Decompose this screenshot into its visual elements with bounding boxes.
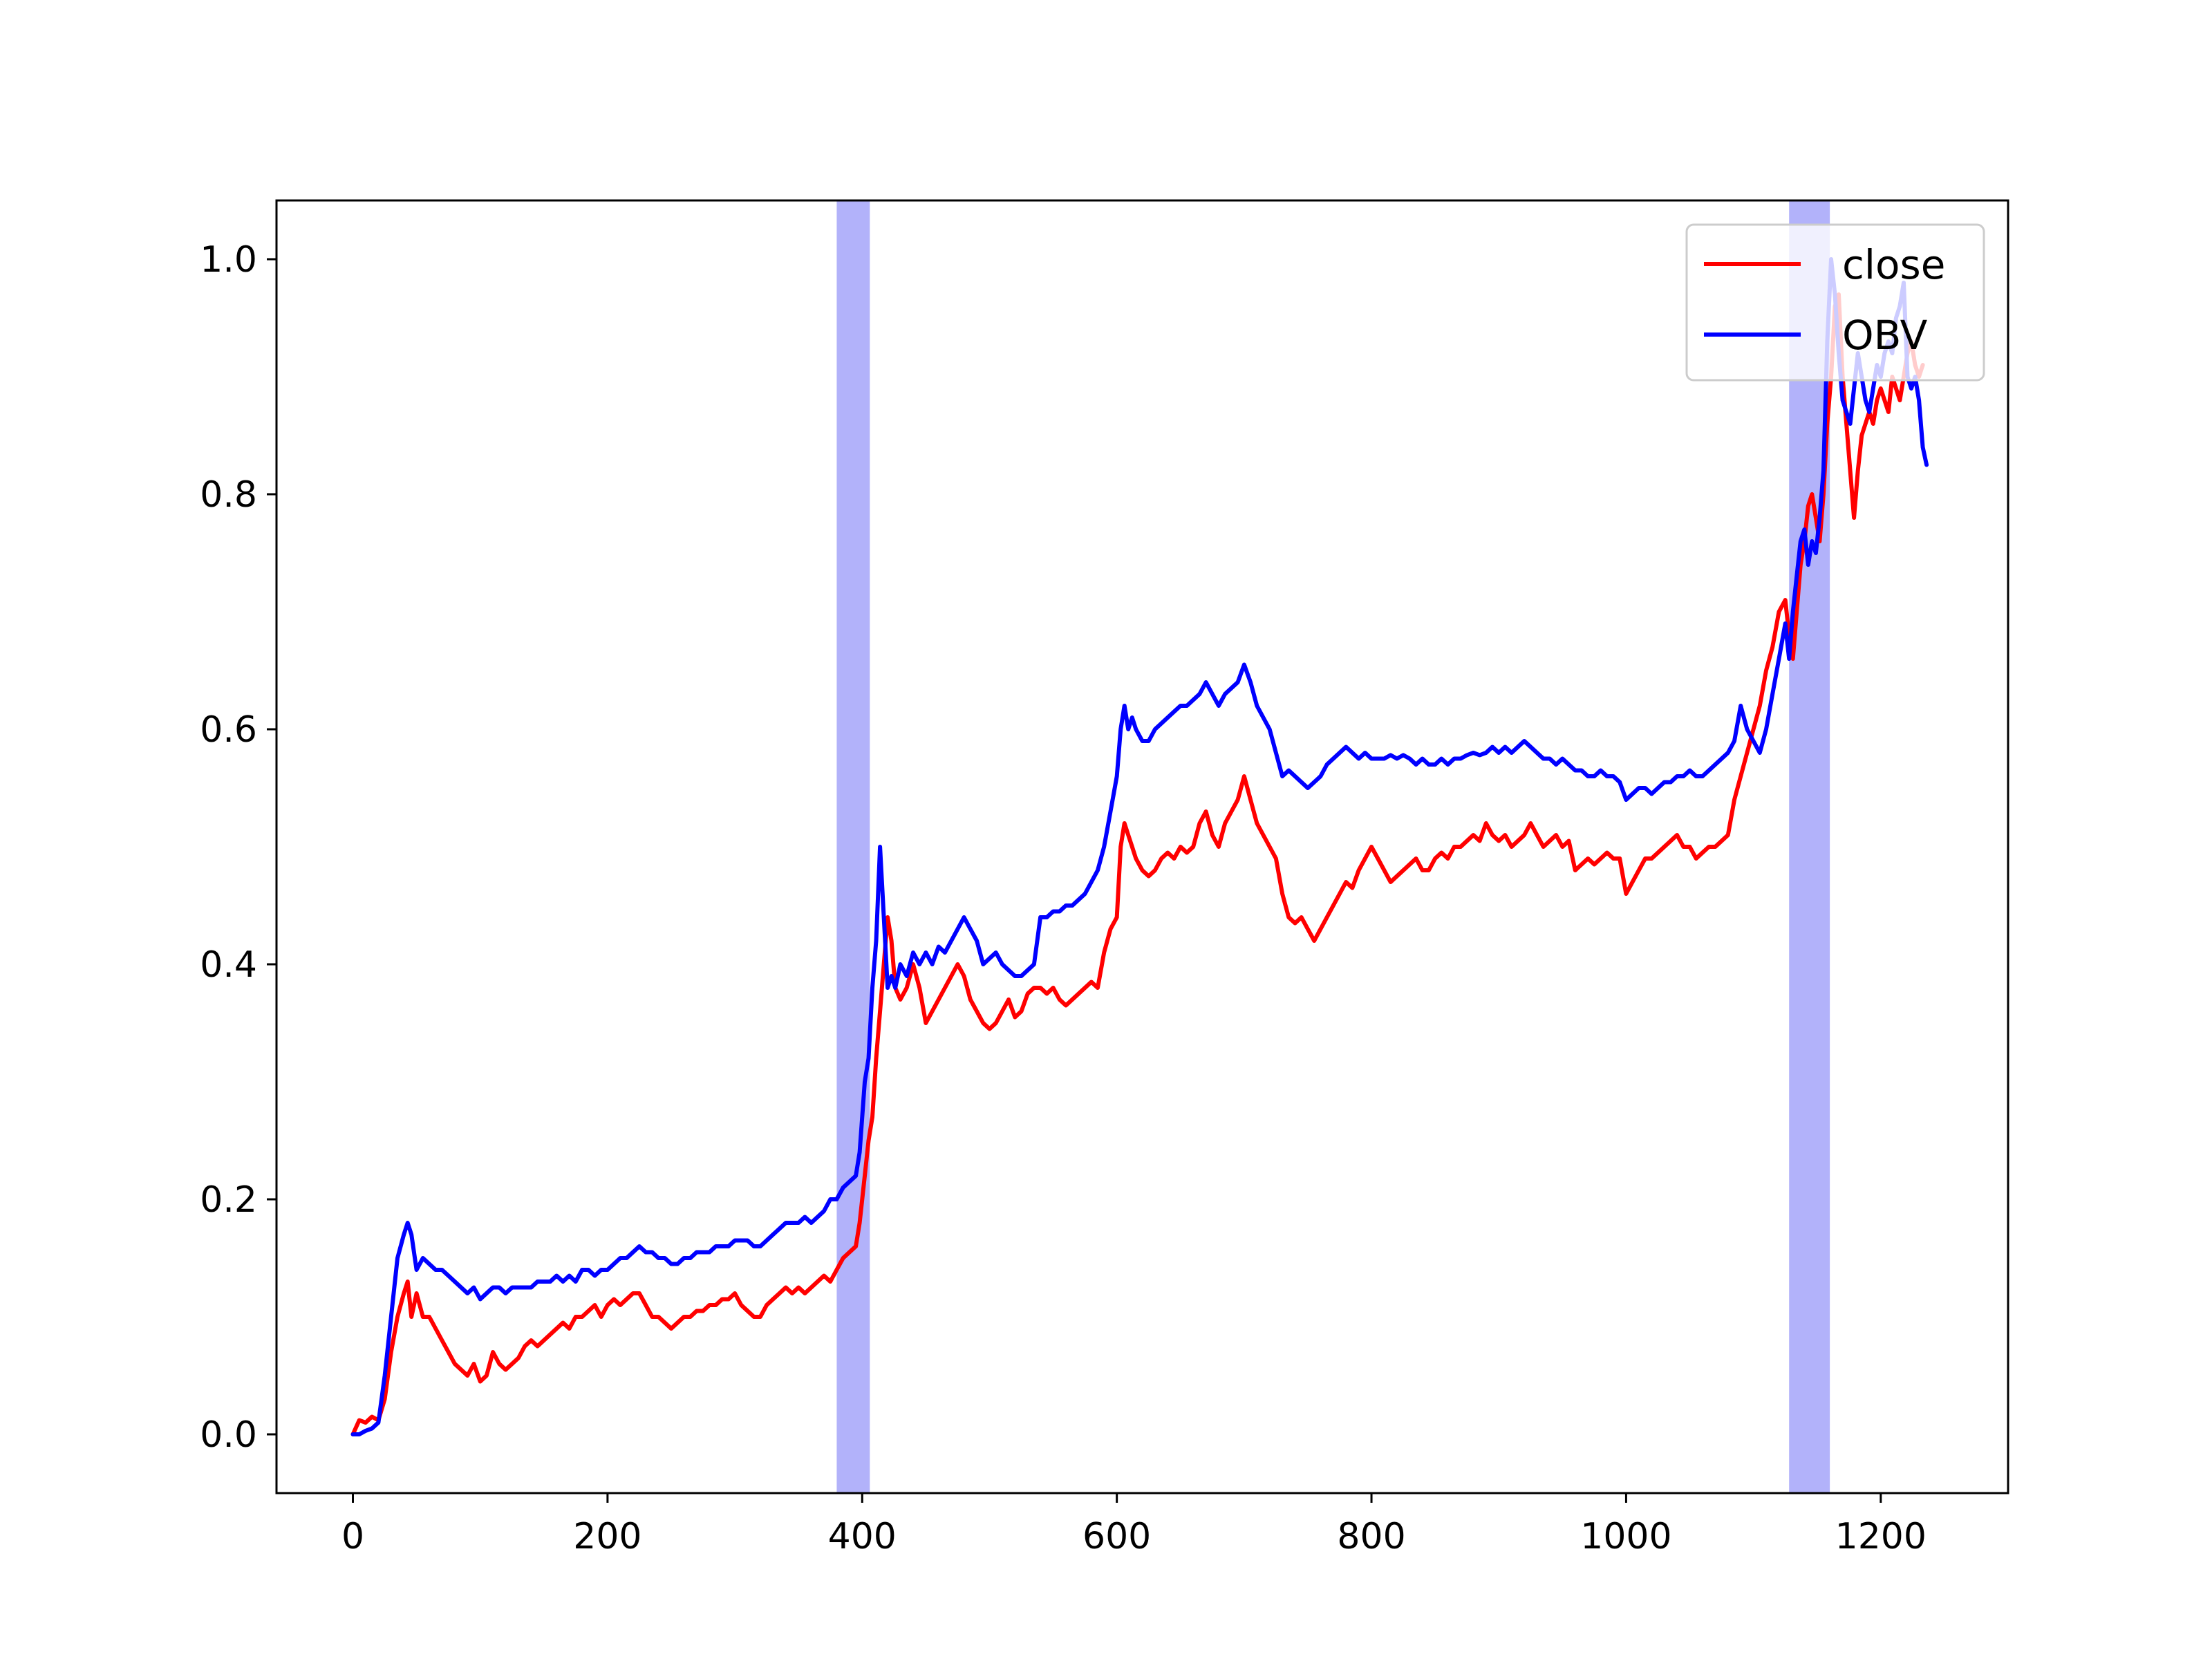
series-line-close	[350, 292, 1925, 1436]
x-tick-label: 400	[828, 1516, 897, 1557]
y-tick-label: 0.6	[200, 709, 257, 751]
legend: close OBV	[1685, 223, 1985, 382]
y-axis-ticks: 0.0 0.2 0.4 0.6 0.8 1.0	[200, 239, 276, 1456]
legend-label-close: close	[1842, 241, 1945, 288]
y-tick-label: 1.0	[200, 239, 257, 281]
x-tick-label: 1200	[1835, 1516, 1927, 1557]
x-tick-label: 800	[1337, 1516, 1405, 1557]
x-tick-label: 0	[341, 1516, 364, 1557]
shaded-spans	[836, 200, 1830, 1493]
plot-frame	[275, 199, 2009, 1494]
shaded-span-1	[836, 200, 870, 1493]
y-tick-label: 0.2	[200, 1179, 257, 1221]
x-tick-label: 600	[1082, 1516, 1151, 1557]
series-line-obv	[350, 257, 1929, 1436]
y-tick-label: 0.0	[200, 1414, 257, 1456]
x-tick-label: 200	[573, 1516, 641, 1557]
y-tick-label: 0.4	[200, 944, 257, 986]
x-tick-label: 1000	[1580, 1516, 1671, 1557]
y-tick-label: 0.8	[200, 474, 257, 516]
series-lines	[350, 257, 1929, 1436]
x-axis-ticks: 0 200 400 600 800 1000 1200	[341, 1493, 1927, 1557]
legend-label-obv: OBV	[1842, 312, 1928, 359]
